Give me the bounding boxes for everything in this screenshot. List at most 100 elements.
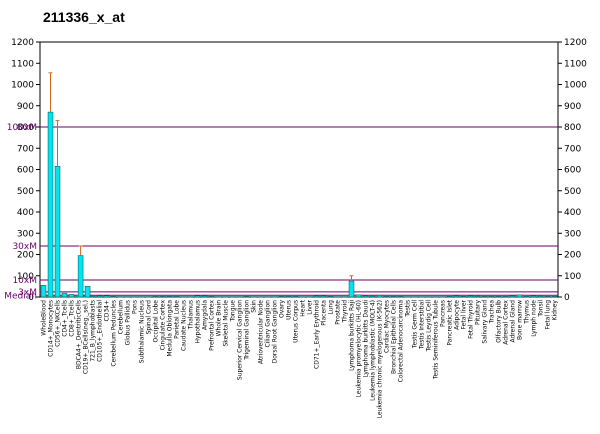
bar [264,296,271,298]
x-category-label: Superior Cervical Ganglion [237,300,244,380]
x-category-label: Pancreas [440,300,447,327]
y-tick-label-left: 800 [17,123,34,133]
y-tick-label-left: 900 [17,102,34,112]
x-category-label: BDCA4+_DentriticCells [76,300,83,369]
y-tick-label-left: 300 [17,229,34,239]
y-tick-label-right: 600 [564,166,581,176]
x-category-label: Whole Brain [216,300,223,337]
x-category-label: WholeBlood [41,300,48,336]
bar [159,296,166,298]
reference-line-label: 3xM [18,288,37,298]
bar [348,280,355,298]
bar [215,296,222,298]
bar [341,296,348,298]
x-category-label: 721_B_lymphoblasts [90,300,97,362]
bar [432,296,439,298]
reference-line-label: 10xM [12,276,37,286]
bar [250,296,257,298]
x-category-label: Olfactory Bulb [496,300,503,343]
bar [40,285,47,298]
x-category-label: Lymph node [531,300,538,337]
y-tick-label-right: 700 [564,144,581,154]
bar [173,296,180,298]
y-tick-label-right: 0 [564,293,570,303]
bar [502,296,509,298]
bar [257,296,264,298]
bar [544,296,551,298]
x-category-label: Tongue [230,300,237,323]
x-category-label: Testis [405,300,412,318]
x-category-label: Adrenal Cortex [503,300,510,345]
bar [383,296,390,298]
y-tick-label-left: 100 [17,272,34,282]
x-category-label: Trachea [489,300,496,325]
bar [334,296,341,298]
bar [313,295,320,298]
x-category-label: Leukemia chronic myelogenous (K-562) [377,300,384,418]
x-category-label: Cerebellum [118,300,125,335]
x-category-label: Cingulate Cortex [160,300,167,351]
x-category-label: Atrioventricular Node [258,300,265,364]
bar [397,296,404,298]
bar [376,294,383,298]
bar [96,295,103,298]
bar [446,296,453,298]
y-tick-label-right: 800 [564,123,581,133]
bar [453,295,460,298]
bar [271,296,278,298]
bar [523,296,530,298]
bar [194,295,201,298]
x-category-label: CD105+_Endothelial [97,300,104,362]
x-category-label: Ovary [279,300,286,318]
x-category-label: Parietal Lobe [174,300,181,339]
bar [138,296,145,298]
x-category-label: CD19+_BCells(neg._sel.) [83,300,90,374]
x-category-label: CD71+_Early Erythroid [314,300,321,369]
x-category-label: Uterus [286,300,293,320]
x-category-label: Salivary Gland [482,300,489,344]
bar [285,296,292,298]
bar [131,296,138,298]
bar [243,296,250,298]
bar [187,296,194,298]
bar [47,111,54,298]
y-tick-label-left: 0 [28,293,34,303]
bar [201,295,208,298]
x-category-label: Testis Seminiferous Tubule [433,300,440,380]
y-tick-label-right: 1000 [564,81,587,91]
x-category-label: Leukemia promyelocytic (HL-60) [356,300,363,397]
bar [278,296,285,298]
x-category-label: Dorsal Root Ganglion [272,300,279,364]
x-category-label: Caudate Nucleus [181,300,188,351]
y-tick-label-right: 1200 [564,38,587,48]
bar [68,294,75,298]
reference-line-label: Median [4,291,37,301]
x-category-label: Thymus [524,300,531,325]
x-category-label: CD34+ [104,300,111,321]
x-category-label: Skin [251,300,258,313]
x-category-label: Subthalamic Nucleus [139,300,146,363]
x-category-label: Pituitary [475,300,482,325]
x-category-label: Cerebellum Peduncles [111,300,118,367]
x-category-label: Testis Interstitial [419,300,426,350]
y-tick-label-right: 300 [564,229,581,239]
x-category-label: Testis Germ Cell [412,300,419,350]
x-category-label: Trigeminal Ganglion [244,300,251,361]
bar [467,295,474,298]
reference-line-label: 30xM [12,242,37,252]
bar [320,295,327,298]
bar [530,295,537,298]
bar [404,296,411,298]
y-tick-label-left: 1200 [11,38,34,48]
bar [103,295,110,298]
bar [166,296,173,298]
bar [145,296,152,298]
bar [362,295,369,298]
bar [208,296,215,298]
bar [152,296,159,298]
x-category-label: CD14+_Monocytes [48,300,55,357]
y-tick-label-left: 1100 [11,59,34,69]
x-category-label: Uterus Corpus [293,300,300,343]
y-tick-label-right: 200 [564,251,581,261]
